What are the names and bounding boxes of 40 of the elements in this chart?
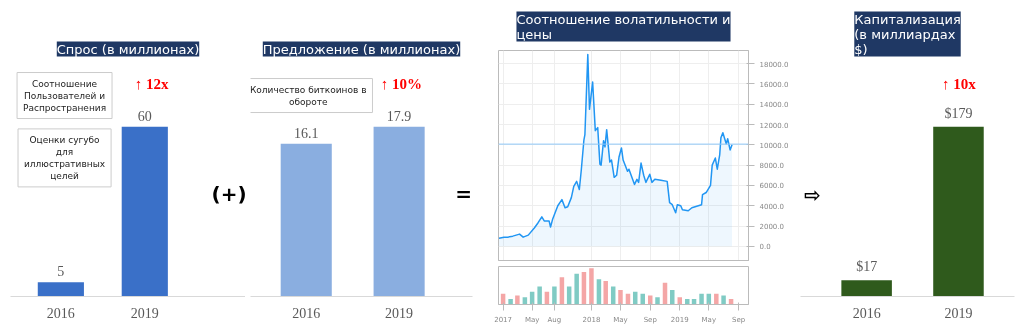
x-tick-label: 2016 <box>292 305 321 321</box>
chart-title: Капитализация (в миллиардах $) <box>854 11 961 57</box>
bar <box>655 297 660 305</box>
chart-title: Предложение (в миллионах) <box>262 41 461 57</box>
text: ↑ 12x <box>134 75 169 92</box>
x-tick-label: 2016 <box>852 305 881 321</box>
bar <box>508 299 513 305</box>
bar <box>685 299 690 305</box>
annotation: = <box>455 181 473 206</box>
text: ↑ 10x <box>941 75 977 92</box>
bar <box>537 286 542 305</box>
x-tick-label: 2016 <box>46 305 75 321</box>
chart-title: Спрос (в миллионах) <box>56 41 200 57</box>
x-tick-label: 2019 <box>130 305 159 321</box>
x-tick-label: 2019 <box>944 305 973 321</box>
data-label: 60 <box>137 108 152 124</box>
x-tick-label: 2019 <box>385 305 414 321</box>
bar <box>574 273 579 305</box>
text: ↑ 10% <box>380 75 423 92</box>
chart-title: Соотношение волатильности и цены <box>516 11 731 42</box>
data-label: $17 <box>856 259 878 275</box>
data-label: $179 <box>944 105 973 121</box>
annotation: ⇨ <box>804 182 821 207</box>
text: Количество биткоинов в обороте <box>249 84 367 107</box>
data-label: 5 <box>57 264 65 280</box>
bar <box>589 268 594 305</box>
annotation: Оценки сугубо для иллюстративных целей <box>24 134 106 181</box>
bar <box>515 295 520 305</box>
bar <box>640 293 645 305</box>
annotation: (+) <box>211 181 247 206</box>
data-label: 17.9 <box>386 108 412 124</box>
bar <box>699 293 704 305</box>
bar <box>618 290 623 305</box>
bar <box>552 286 557 305</box>
bar <box>714 293 719 305</box>
bar <box>721 295 726 305</box>
bar <box>670 290 675 305</box>
bar <box>603 280 608 305</box>
text: Соотношение Пользователей и Распространения <box>23 78 107 113</box>
data-label: 16.1 <box>293 125 319 141</box>
